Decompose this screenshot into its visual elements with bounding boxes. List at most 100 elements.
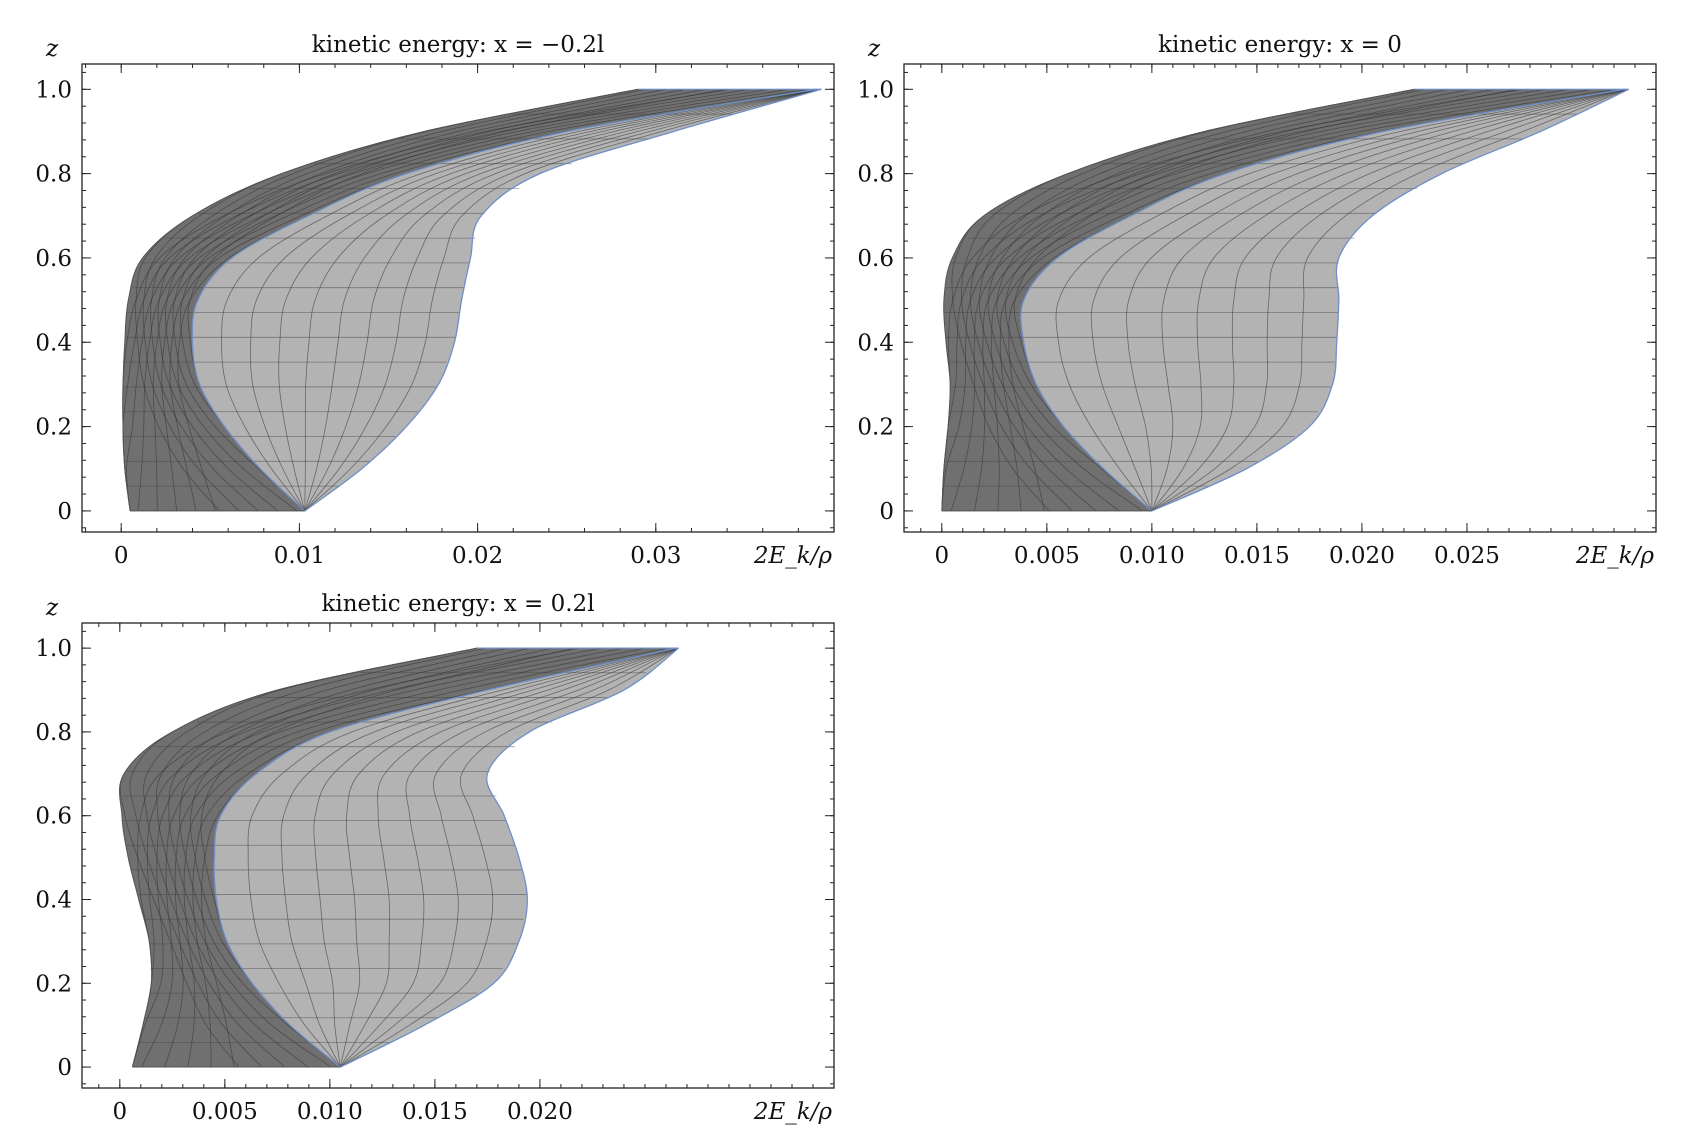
mesh-curve (340, 647, 679, 1068)
x-tick-label: 0 (114, 543, 129, 569)
y-axis-label: z (867, 36, 881, 62)
mesh-curve (152, 88, 809, 511)
left-edge-line (122, 88, 639, 511)
mesh-curve (987, 88, 1448, 512)
mesh-curve (941, 88, 1569, 511)
mesh-curve (1151, 88, 1628, 512)
y-tick-label: 0.6 (35, 246, 72, 272)
mesh-curve (132, 647, 624, 1068)
mesh-curve (183, 647, 677, 1068)
mesh-curve (280, 647, 678, 1068)
mesh-curve (157, 88, 646, 512)
mesh-curve (974, 88, 1616, 511)
mesh-curve (996, 88, 1471, 512)
mesh-curve (340, 647, 678, 1068)
plot-frame (81, 622, 835, 1089)
y-tick-label: 0.2 (35, 415, 72, 441)
right-edge-line (304, 88, 822, 512)
y-axis-label: z (45, 36, 59, 62)
x-axis-label: 2E_k/ρ (753, 1099, 833, 1125)
chart-panel-1: 0 0.2 0.4 0.6 0.8 1.0 0 0.01 0.02 0.03 kinetic ene… (35, 32, 835, 569)
y-tick-label: 1.0 (857, 77, 894, 103)
y-tick-label: 0 (879, 499, 894, 525)
x-tick-label: 0.005 (192, 1099, 258, 1125)
chart-panel-2: 0 0.2 0.4 0.6 0.8 1.0 0 0.005 0.010 0.015 0.020 0.0… (857, 32, 1657, 569)
mesh-curve (143, 647, 477, 1068)
middle-edge-line (1020, 88, 1625, 512)
y-tick-label: 1.0 (35, 636, 72, 662)
plot-frame (903, 63, 1657, 533)
mesh-curve (304, 88, 821, 512)
mesh-curve (340, 647, 679, 1068)
x-axis-label: 2E_k/ρ (753, 543, 833, 569)
x-tick-label: 0.010 (1119, 543, 1185, 569)
chart-title: kinetic energy: x = 0 (1158, 32, 1402, 58)
y-tick-label: 0.2 (857, 415, 894, 441)
mesh-curve (141, 647, 646, 1068)
dark-band-area (119, 648, 677, 1068)
mesh-curve (970, 88, 1415, 512)
x-tick-label: 0.01 (274, 543, 325, 569)
right-edge-line (340, 647, 679, 1068)
y-tick-label: 0.8 (35, 720, 72, 746)
right-edge-line (1151, 88, 1629, 512)
x-tick-label: 0.010 (297, 1099, 363, 1125)
x-tick-label: 0.020 (507, 1099, 573, 1125)
mesh-curve (1126, 88, 1626, 511)
y-tick-label: 0.6 (35, 804, 72, 830)
mesh-curve (340, 647, 679, 1068)
x-axis-label: 2E_k/ρ (1575, 543, 1655, 569)
x-tick-label: 0.005 (1014, 543, 1080, 569)
mesh-curve (172, 88, 686, 512)
mesh-curve (168, 647, 509, 1068)
x-tick-label: 0.03 (630, 543, 681, 569)
middle-edge-line (191, 88, 817, 512)
mesh-curve (1151, 88, 1629, 512)
light-band-area (214, 648, 679, 1068)
y-tick-label: 0.4 (35, 887, 72, 913)
middle-edge-line (213, 647, 677, 1068)
chart-panel-3: 0 0.2 0.4 0.6 0.8 1.0 0 0.005 0.010 0.015 0.020 kin… (35, 591, 835, 1125)
mesh-curve (156, 647, 486, 1068)
mesh-curve (165, 88, 666, 512)
y-tick-label: 0.8 (857, 162, 894, 188)
mesh-curve (304, 88, 820, 512)
left-edge-line (941, 88, 1415, 511)
y-tick-label: 0 (57, 1055, 72, 1081)
y-tick-label: 1.0 (35, 77, 72, 103)
chart-title: kinetic energy: x = −0.2l (312, 32, 604, 58)
y-axis-label: z (45, 595, 59, 621)
y-tick-label: 0.4 (35, 330, 72, 356)
mesh-curve (304, 88, 820, 512)
mesh-curve (1151, 88, 1628, 512)
left-edge-line (118, 647, 478, 1068)
mesh-curve (1151, 88, 1627, 512)
y-tick-label: 0.2 (35, 971, 72, 997)
x-tick-label: 0.02 (452, 543, 503, 569)
mesh-curve (150, 88, 639, 512)
light-band-area (192, 89, 822, 511)
mesh-curve (978, 88, 1424, 512)
x-tick-label: 0.015 (402, 1099, 468, 1125)
dark-band-area (941, 89, 1625, 511)
y-tick-label: 0.8 (35, 162, 72, 188)
mesh-curve (950, 88, 1592, 512)
chart-title: kinetic energy: x = 0.2l (321, 591, 594, 617)
x-tick-label: 0.020 (1329, 543, 1395, 569)
mesh-curve (1151, 88, 1627, 512)
mesh-curve (313, 647, 678, 1068)
y-tick-label: 0.6 (857, 246, 894, 272)
mesh-curve (247, 647, 677, 1068)
x-tick-label: 0 (112, 1099, 127, 1125)
mesh-curve (1090, 88, 1626, 512)
mesh-curve (179, 647, 531, 1068)
mesh-curve (164, 647, 668, 1068)
mesh-curve (137, 88, 789, 511)
mesh-curve (339, 647, 678, 1068)
mesh-curve (221, 88, 817, 512)
y-tick-label: 0.4 (857, 330, 894, 356)
plot-frame (81, 63, 835, 533)
mesh-curve (1055, 88, 1626, 512)
